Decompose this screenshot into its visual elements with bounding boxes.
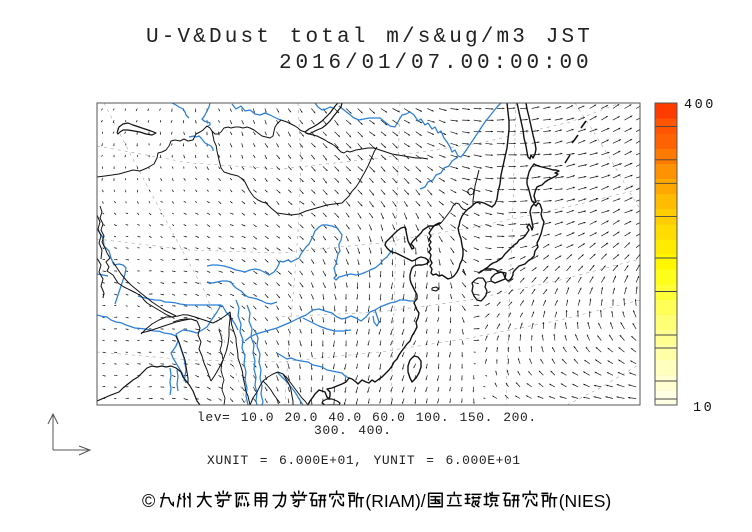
svg-text:©: ©: [142, 491, 155, 511]
svg-text:10: 10: [693, 401, 714, 416]
svg-text:(RIAM)/: (RIAM)/: [365, 491, 425, 511]
svg-text:(NIES): (NIES): [559, 491, 612, 511]
svg-text:400: 400: [684, 98, 716, 113]
